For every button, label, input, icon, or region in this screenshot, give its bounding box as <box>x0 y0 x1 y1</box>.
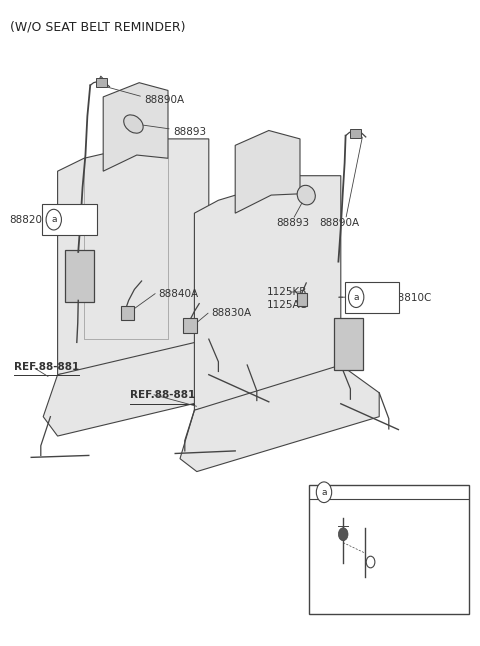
Polygon shape <box>194 176 341 410</box>
Circle shape <box>46 209 61 230</box>
Text: a: a <box>353 293 359 302</box>
Bar <box>96 78 107 87</box>
Polygon shape <box>43 339 247 436</box>
Text: 1125KB: 1125KB <box>266 287 307 297</box>
Text: 88878: 88878 <box>331 526 364 536</box>
Circle shape <box>316 482 332 503</box>
FancyBboxPatch shape <box>309 484 469 614</box>
Text: 88840A: 88840A <box>158 289 199 299</box>
Text: REF.88-881: REF.88-881 <box>14 362 80 372</box>
Text: 88890A: 88890A <box>319 218 360 228</box>
Circle shape <box>338 528 348 541</box>
Text: 88830A: 88830A <box>211 308 252 318</box>
Text: 88893: 88893 <box>276 218 309 228</box>
Bar <box>297 293 307 306</box>
Polygon shape <box>235 130 300 213</box>
Text: 88890A: 88890A <box>144 95 184 105</box>
Text: 88820C: 88820C <box>10 214 50 225</box>
Ellipse shape <box>297 185 315 205</box>
Circle shape <box>348 287 364 307</box>
Bar <box>183 318 197 333</box>
Polygon shape <box>103 83 168 171</box>
Text: 88877: 88877 <box>370 578 403 588</box>
FancyBboxPatch shape <box>334 318 363 370</box>
Text: 88893: 88893 <box>173 127 206 138</box>
Text: REF.88-881: REF.88-881 <box>130 390 195 401</box>
Bar <box>121 306 134 320</box>
FancyBboxPatch shape <box>65 250 94 302</box>
FancyBboxPatch shape <box>42 204 97 235</box>
Polygon shape <box>58 139 209 375</box>
Text: a: a <box>321 488 327 497</box>
Ellipse shape <box>124 115 143 133</box>
Text: (W/O SEAT BELT REMINDER): (W/O SEAT BELT REMINDER) <box>10 21 185 34</box>
Bar <box>350 129 361 138</box>
FancyBboxPatch shape <box>345 282 399 313</box>
Circle shape <box>366 556 375 568</box>
Text: a: a <box>51 215 57 224</box>
Text: 1125AC: 1125AC <box>266 300 307 310</box>
Text: 88810C: 88810C <box>391 293 432 304</box>
Polygon shape <box>180 365 379 472</box>
